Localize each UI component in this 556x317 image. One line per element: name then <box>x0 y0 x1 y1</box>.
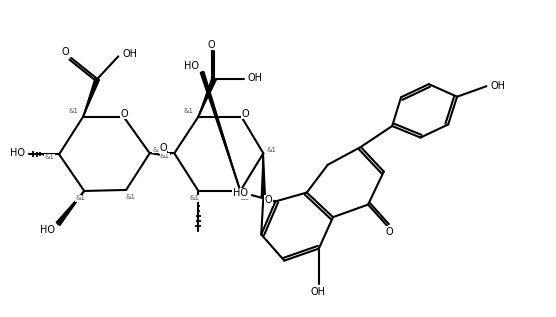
Text: &1: &1 <box>160 153 170 159</box>
Text: O: O <box>265 195 272 205</box>
Polygon shape <box>198 78 216 117</box>
Polygon shape <box>261 153 265 198</box>
Text: &1: &1 <box>184 108 194 114</box>
Text: OH: OH <box>310 287 325 296</box>
Text: HO: HO <box>184 61 199 71</box>
Text: HO: HO <box>40 225 55 235</box>
Text: &1: &1 <box>75 195 85 201</box>
Text: OH: OH <box>248 73 263 83</box>
Text: HO: HO <box>233 188 248 198</box>
Text: O: O <box>386 227 393 237</box>
Text: &1: &1 <box>189 195 199 201</box>
Text: &1: &1 <box>240 195 250 201</box>
Polygon shape <box>83 78 100 117</box>
Text: HO: HO <box>10 148 25 158</box>
Text: O: O <box>121 109 128 119</box>
Text: &1: &1 <box>44 154 54 160</box>
Text: O: O <box>208 40 215 50</box>
Text: OH: OH <box>122 49 137 59</box>
Text: &1: &1 <box>266 147 276 153</box>
Polygon shape <box>56 191 84 225</box>
Text: O: O <box>242 109 249 119</box>
Text: &1: &1 <box>125 194 135 200</box>
Polygon shape <box>150 151 162 155</box>
Text: &1: &1 <box>152 147 162 153</box>
Polygon shape <box>200 72 240 191</box>
Text: &1: &1 <box>69 108 79 114</box>
Text: OH: OH <box>490 81 505 91</box>
Text: O: O <box>159 143 167 153</box>
Text: O: O <box>61 47 68 57</box>
